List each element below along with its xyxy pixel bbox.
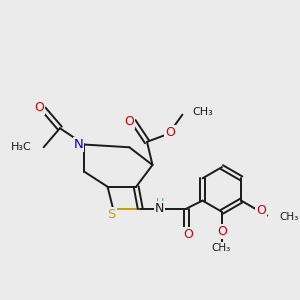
Text: O: O — [165, 126, 175, 139]
Text: CH₃: CH₃ — [192, 107, 213, 117]
Text: N: N — [74, 138, 83, 151]
Text: H: H — [156, 197, 164, 208]
Text: O: O — [184, 228, 194, 241]
Text: O: O — [218, 225, 227, 238]
Text: CH₃: CH₃ — [279, 212, 298, 222]
Text: O: O — [256, 204, 266, 217]
Text: O: O — [34, 101, 44, 114]
Text: O: O — [124, 115, 134, 128]
Text: N: N — [155, 202, 164, 215]
Text: S: S — [107, 208, 116, 221]
Text: CH₃: CH₃ — [211, 243, 230, 253]
Text: H₃C: H₃C — [11, 142, 32, 152]
